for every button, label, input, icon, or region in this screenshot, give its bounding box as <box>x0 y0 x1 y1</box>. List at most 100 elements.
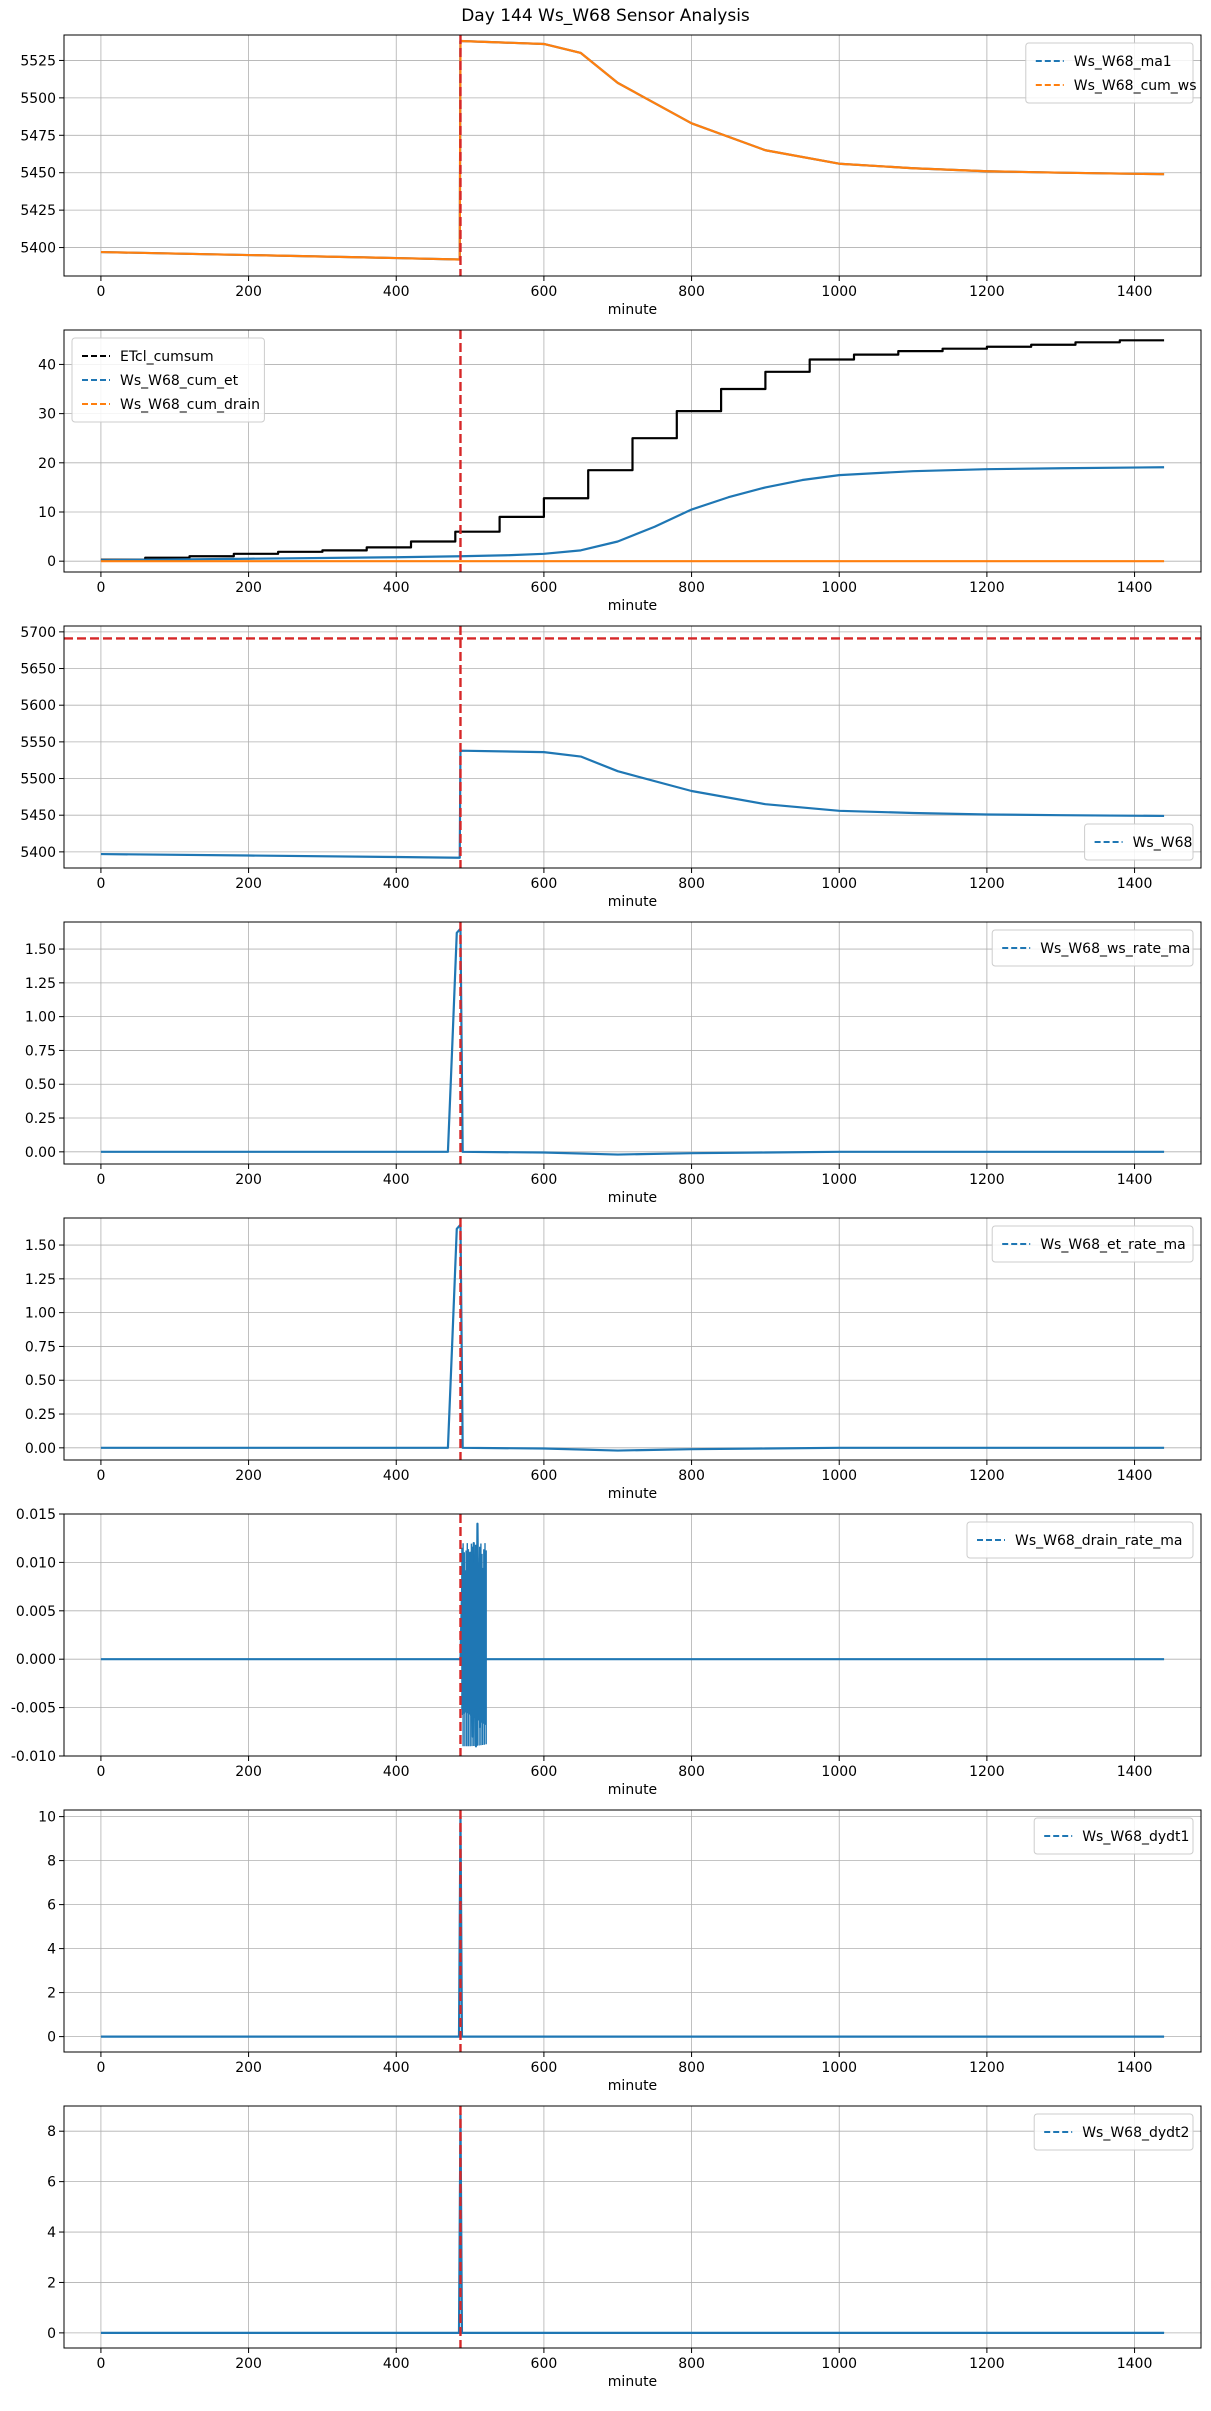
legend-entry: Ws_W68 <box>1133 835 1193 851</box>
legend-box <box>1033 2113 1194 2151</box>
legend: ETcl_cumsum Ws_W68_cum_et Ws_W68_cum_drain <box>71 337 265 423</box>
x-tick-label: 800 <box>678 284 705 300</box>
y-tick-label: 0.25 <box>25 1111 56 1127</box>
legend-entry: Ws_W68_drain_rate_ma <box>1015 1533 1182 1549</box>
y-tick-label: 2 <box>47 1986 56 2002</box>
y-tick-label: 0.010 <box>16 1555 56 1571</box>
chart-panel-4: 0 200 400 600 800 1000 1200 1400 0.00 0.25 0.50 0.7… <box>25 921 1202 1206</box>
y-tick-label: 0 <box>47 2030 56 2046</box>
legend: Ws_W68_et_rate_ma <box>991 1225 1194 1263</box>
y-tick-label: 5550 <box>20 735 56 751</box>
x-tick-label: 0 <box>96 284 105 300</box>
x-tick-label: 1400 <box>1117 1764 1153 1780</box>
x-tick-label: 600 <box>531 1172 558 1188</box>
y-tick-label: 5400 <box>20 845 56 861</box>
legend: Ws_W68_drain_rate_ma <box>966 1521 1194 1559</box>
x-tick-label: 600 <box>531 2356 558 2372</box>
x-tick-label: 1400 <box>1117 876 1153 892</box>
x-tick-label: 1400 <box>1117 2356 1153 2372</box>
y-tick-label: 5450 <box>20 166 56 182</box>
y-tick-label: 10 <box>38 1810 56 1826</box>
y-tick-label: 0.00 <box>25 1145 56 1161</box>
axes-frame <box>63 329 1202 573</box>
legend-box <box>71 337 265 423</box>
series-line-Ws_W68_cum_et <box>100 466 1165 562</box>
y-tick-label: 2 <box>47 2275 56 2291</box>
x-tick-label: 1200 <box>969 580 1005 596</box>
x-tick-label: 1400 <box>1117 1172 1153 1188</box>
x-tick-label: 800 <box>678 1172 705 1188</box>
x-tick-label: 600 <box>531 1468 558 1484</box>
legend-entry: Ws_W68_dydt1 <box>1082 1829 1189 1845</box>
x-tick-label: 1000 <box>821 876 857 892</box>
series-line-Ws_W68_cum_ws <box>100 39 1165 261</box>
drain-oscillation <box>461 1543 487 1747</box>
series-line-Ws_W68_ws_rate_ma <box>100 927 1165 1156</box>
legend-box <box>1025 42 1194 104</box>
x-tick-label: 800 <box>678 580 705 596</box>
y-tick-label: 30 <box>38 407 56 423</box>
legend-entry: Ws_W68_cum_et <box>120 373 239 389</box>
x-tick-label: 200 <box>235 1468 262 1484</box>
y-tick-label: 6 <box>47 2175 56 2191</box>
x-tick-label: 400 <box>383 1764 410 1780</box>
x-tick-label: 1000 <box>821 2356 857 2372</box>
x-axis-label: minute <box>608 1782 657 1798</box>
legend-box <box>966 1521 1194 1559</box>
x-tick-label: 400 <box>383 1172 410 1188</box>
y-tick-label: 1.50 <box>25 1238 56 1254</box>
y-tick-label: 5525 <box>20 53 56 69</box>
y-tick-label: 0.75 <box>25 1339 56 1355</box>
axes-frame <box>63 1513 1202 1757</box>
legend-entry: Ws_W68_dydt2 <box>1082 2125 1189 2141</box>
y-tick-label: 1.25 <box>25 1272 56 1288</box>
y-tick-label: -0.005 <box>11 1701 56 1717</box>
x-tick-label: 1200 <box>969 2060 1005 2076</box>
legend: Ws_W68_ws_rate_ma <box>991 929 1194 967</box>
axes-frame <box>63 921 1202 1165</box>
y-tick-label: 0.005 <box>16 1604 56 1620</box>
axes-frame <box>63 625 1202 869</box>
x-tick-label: 200 <box>235 876 262 892</box>
x-axis-label: minute <box>608 2374 657 2390</box>
x-tick-label: 0 <box>96 876 105 892</box>
x-tick-label: 400 <box>383 284 410 300</box>
y-tick-label: 8 <box>47 2124 56 2140</box>
y-tick-label: 5500 <box>20 91 56 107</box>
x-tick-label: 400 <box>383 2356 410 2372</box>
legend-box <box>991 1225 1194 1263</box>
x-tick-label: 1000 <box>821 2060 857 2076</box>
y-tick-label: 5400 <box>20 241 56 257</box>
x-tick-label: 1200 <box>969 1468 1005 1484</box>
x-tick-label: 800 <box>678 2060 705 2076</box>
legend-box <box>1033 1817 1194 1855</box>
x-axis-label: minute <box>608 894 657 910</box>
x-tick-label: 600 <box>531 580 558 596</box>
x-tick-label: 0 <box>96 1172 105 1188</box>
axes-frame <box>63 2105 1202 2349</box>
legend-entry: Ws_W68_et_rate_ma <box>1040 1237 1186 1253</box>
y-tick-label: 0.50 <box>25 1077 56 1093</box>
x-tick-label: 0 <box>96 1468 105 1484</box>
legend-entry: Ws_W68_cum_ws <box>1074 78 1197 94</box>
y-tick-label: 0.000 <box>16 1652 56 1668</box>
chart-panel-6: 0 200 400 600 800 1000 1200 1400 -0.010 -0.005 0.0… <box>11 1507 1202 1798</box>
legend-entry: Ws_W68_cum_drain <box>120 397 260 413</box>
legend-entry: Ws_W68_ws_rate_ma <box>1040 941 1190 957</box>
y-tick-label: 5500 <box>20 772 56 788</box>
x-axis-label: minute <box>608 1190 657 1206</box>
x-tick-label: 200 <box>235 580 262 596</box>
x-tick-label: 600 <box>531 2060 558 2076</box>
x-tick-label: 1400 <box>1117 284 1153 300</box>
x-tick-label: 400 <box>383 2060 410 2076</box>
x-tick-label: 200 <box>235 1764 262 1780</box>
x-tick-label: 1200 <box>969 1764 1005 1780</box>
legend-entry: ETcl_cumsum <box>120 349 214 365</box>
legend-box <box>991 929 1194 967</box>
chart-panel-7: 0 200 400 600 800 1000 1200 1400 0 2 4 6 8 10 minute Ws… <box>38 1809 1202 2094</box>
x-tick-label: 200 <box>235 1172 262 1188</box>
x-tick-label: 400 <box>383 1468 410 1484</box>
legend-box <box>1084 823 1194 861</box>
y-tick-label: 5650 <box>20 662 56 678</box>
